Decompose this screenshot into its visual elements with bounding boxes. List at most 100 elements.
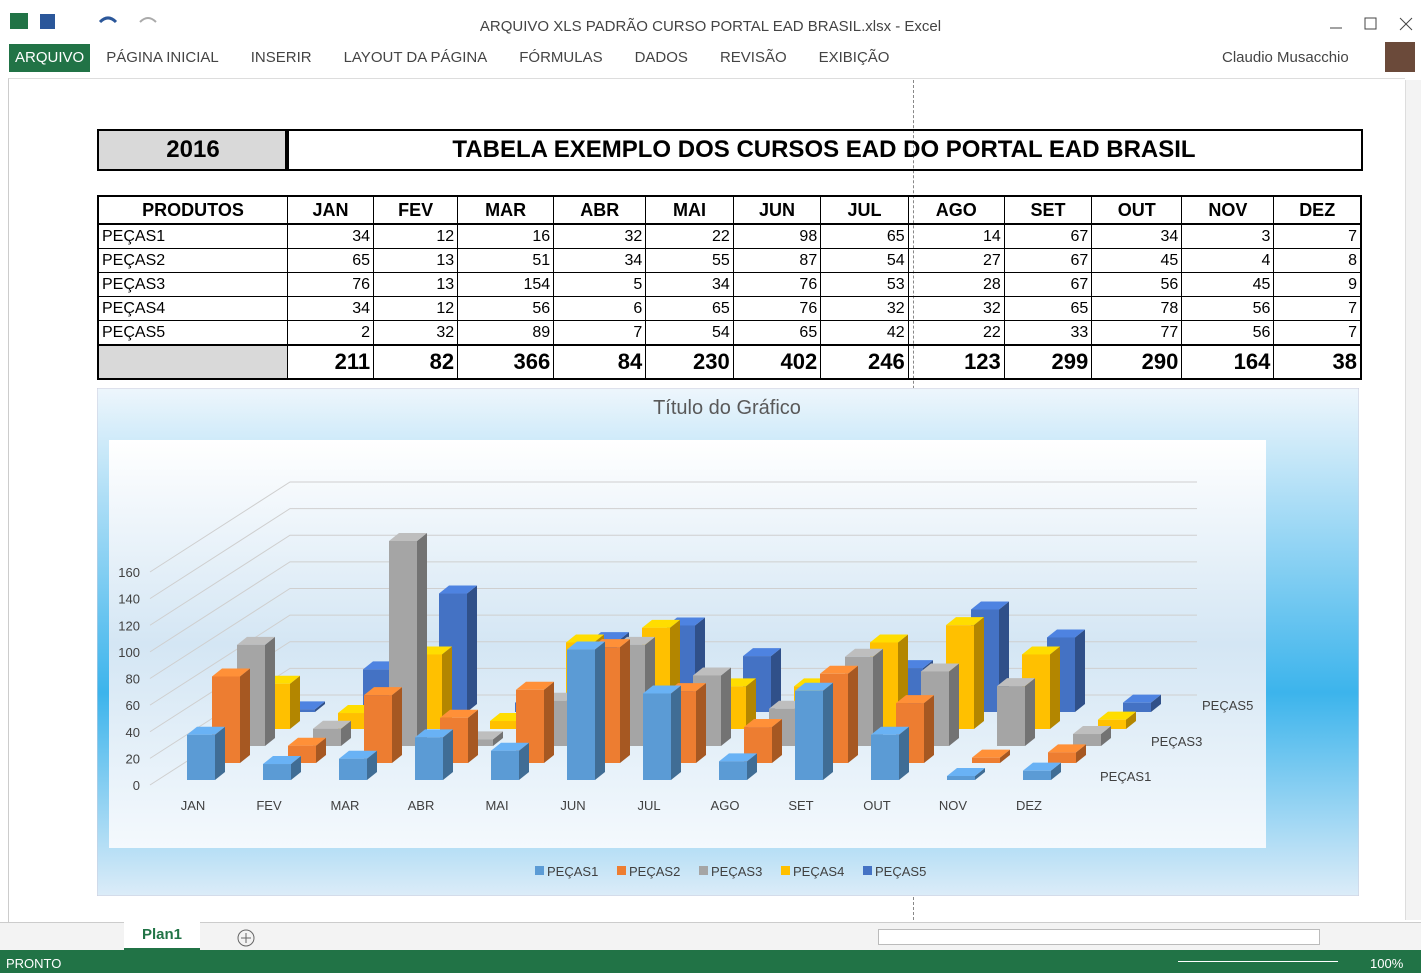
value-cell: 3	[1182, 224, 1274, 249]
bar-3d	[795, 683, 833, 780]
depth-label: PEÇAS1	[1100, 769, 1151, 784]
ribbon-tab[interactable]: REVISÃO	[704, 44, 803, 72]
bar-side	[974, 617, 984, 729]
user-name[interactable]: Claudio Musacchio	[1222, 49, 1349, 66]
value-cell: 16	[458, 224, 554, 249]
total-cell: 38	[1274, 345, 1361, 379]
ribbon-tab[interactable]: INSERIR	[235, 44, 328, 72]
total-cell: 123	[908, 345, 1004, 379]
title-bar: ARQUIVO XLS PADRÃO CURSO PORTAL EAD BRAS…	[0, 0, 1421, 42]
x-tick-label: JUN	[560, 798, 585, 813]
user-avatar[interactable]	[1385, 42, 1415, 72]
header-cell: OUT	[1092, 196, 1182, 224]
x-tick-label: MAR	[331, 798, 360, 813]
value-cell: 45	[1092, 249, 1182, 273]
bar	[947, 776, 975, 780]
bar	[643, 693, 671, 780]
bar-side	[215, 727, 225, 780]
vertical-scrollbar[interactable]	[1405, 80, 1421, 920]
x-tick-label: SET	[788, 798, 813, 813]
bar-side	[848, 666, 858, 763]
value-cell: 65	[733, 321, 820, 346]
add-sheet[interactable]	[236, 928, 256, 948]
data-table: PRODUTOSJANFEVMARABRMAIJUNJULAGOSETOUTNO…	[97, 195, 1362, 380]
legend-swatch	[699, 866, 708, 875]
legend-swatch	[863, 866, 872, 875]
value-cell: 42	[821, 321, 908, 346]
header-cell: NOV	[1182, 196, 1274, 224]
bar	[795, 691, 823, 780]
header-cell: AGO	[908, 196, 1004, 224]
value-cell: 12	[374, 224, 458, 249]
legend-swatch	[781, 866, 790, 875]
bar-side	[468, 710, 478, 763]
row-label: PEÇAS1	[98, 224, 288, 249]
y-tick-label: 20	[126, 751, 140, 766]
bar-side	[544, 682, 554, 763]
value-cell: 87	[733, 249, 820, 273]
total-cell: 164	[1182, 345, 1274, 379]
bar-3d	[491, 743, 529, 780]
bar-side	[417, 533, 427, 746]
chart[interactable]: Título do Gráfico 020406080100120140160J…	[97, 388, 1359, 896]
bar-side	[696, 683, 706, 763]
bar-3d	[263, 756, 301, 780]
ribbon-tab[interactable]: FÓRMULAS	[503, 44, 618, 72]
bar	[263, 764, 291, 780]
bar	[339, 759, 367, 780]
y-tick-label: 0	[133, 778, 140, 793]
value-cell: 65	[1004, 297, 1091, 321]
bar-side	[1025, 678, 1035, 746]
header-row: PRODUTOSJANFEVMARABRMAIJUNJULAGOSETOUTNO…	[98, 196, 1361, 224]
bar	[997, 686, 1025, 746]
value-cell: 32	[821, 297, 908, 321]
zoom-slider[interactable]	[1178, 961, 1338, 962]
bar-side	[620, 639, 630, 763]
bar	[871, 735, 899, 780]
ribbon-tab[interactable]: PÁGINA INICIAL	[90, 44, 235, 72]
legend-label: PEÇAS2	[629, 864, 680, 879]
sheet-tabs-bar: Plan1	[0, 922, 1421, 951]
empty-cell	[98, 345, 288, 379]
bar-side	[924, 695, 934, 763]
bar	[1048, 752, 1076, 763]
y-tick-label: 140	[118, 592, 140, 607]
ribbon-tabs: ARQUIVOPÁGINA INICIALINSERIRLAYOUT DA PÁ…	[0, 44, 905, 72]
total-cell: 82	[374, 345, 458, 379]
x-tick-label: JAN	[181, 798, 206, 813]
sheet-tab[interactable]: Plan1	[124, 922, 200, 951]
value-cell: 34	[288, 224, 374, 249]
bar	[187, 735, 215, 780]
value-cell: 34	[288, 297, 374, 321]
total-cell: 402	[733, 345, 820, 379]
value-cell: 14	[908, 224, 1004, 249]
value-cell: 67	[1004, 273, 1091, 297]
y-tick-label: 120	[118, 618, 140, 633]
value-cell: 67	[1004, 224, 1091, 249]
value-cell: 32	[554, 224, 646, 249]
ribbon-tab[interactable]: DADOS	[619, 44, 704, 72]
value-cell: 8	[1274, 249, 1361, 273]
total-cell: 230	[646, 345, 733, 379]
ribbon-tab[interactable]: EXIBIÇÃO	[803, 44, 906, 72]
value-cell: 6	[554, 297, 646, 321]
legend-swatch	[617, 866, 626, 875]
value-cell: 56	[1182, 321, 1274, 346]
horizontal-scrollbar[interactable]	[878, 929, 1320, 945]
value-cell: 13	[374, 273, 458, 297]
x-tick-label: MAI	[485, 798, 508, 813]
value-cell: 67	[1004, 249, 1091, 273]
ribbon-tab[interactable]: LAYOUT DA PÁGINA	[328, 44, 504, 72]
legend-swatch	[535, 866, 544, 875]
status-bar: PRONTO 100%	[0, 950, 1421, 973]
y-tick-label: 60	[126, 698, 140, 713]
row-label: PEÇAS5	[98, 321, 288, 346]
value-cell: 76	[288, 273, 374, 297]
ribbon-tab[interactable]: ARQUIVO	[9, 44, 90, 72]
window-controls[interactable]	[1250, 14, 1420, 34]
bar	[490, 721, 518, 729]
x-tick-label: JUL	[637, 798, 660, 813]
bar-3d	[997, 678, 1035, 746]
